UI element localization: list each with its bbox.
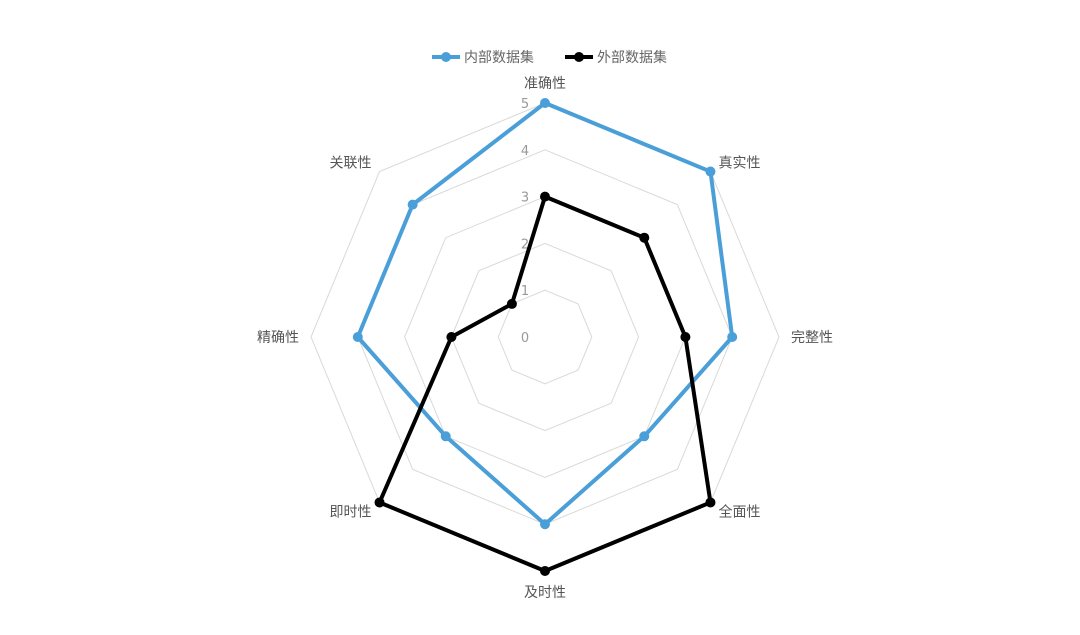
- category-label: 关联性: [330, 156, 372, 172]
- legend-marker-icon: [441, 52, 451, 62]
- data-point: [705, 166, 716, 177]
- data-point: [440, 431, 451, 442]
- data-point: [540, 191, 550, 202]
- tick-label: 1: [521, 284, 529, 299]
- data-point: [705, 497, 716, 508]
- legend-label: 内部数据集: [464, 49, 534, 66]
- grid-ring: [450, 242, 640, 432]
- data-point: [352, 332, 363, 342]
- legend-item: 外部数据集: [565, 49, 667, 66]
- data-point: [540, 566, 550, 576]
- tick-label: 4: [521, 144, 529, 159]
- data-point: [540, 98, 550, 108]
- tick-label: 3: [521, 191, 529, 206]
- category-label: 精确性: [257, 330, 299, 346]
- data-point: [446, 332, 457, 342]
- data-point: [639, 431, 650, 442]
- category-label: 及时性: [524, 585, 566, 601]
- tick-label: 0: [521, 331, 529, 346]
- category-label: 准确性: [524, 76, 566, 92]
- data-point: [540, 519, 550, 530]
- category-label: 即时性: [330, 504, 372, 520]
- legend-marker-icon: [574, 52, 584, 62]
- tick-label: 5: [521, 97, 529, 112]
- data-point: [639, 232, 650, 243]
- data-point: [407, 199, 418, 210]
- category-label: 全面性: [718, 503, 760, 520]
- tick-label: 2: [521, 237, 529, 252]
- data-point: [727, 332, 738, 342]
- legend-item: 内部数据集: [432, 49, 534, 66]
- data-point: [680, 332, 691, 342]
- grid-ring: [497, 289, 593, 385]
- category-label: 真实性: [718, 156, 760, 172]
- data-point: [374, 497, 385, 508]
- category-label: 完整性: [791, 330, 833, 346]
- legend-label: 外部数据集: [597, 49, 667, 66]
- data-point: [506, 298, 517, 309]
